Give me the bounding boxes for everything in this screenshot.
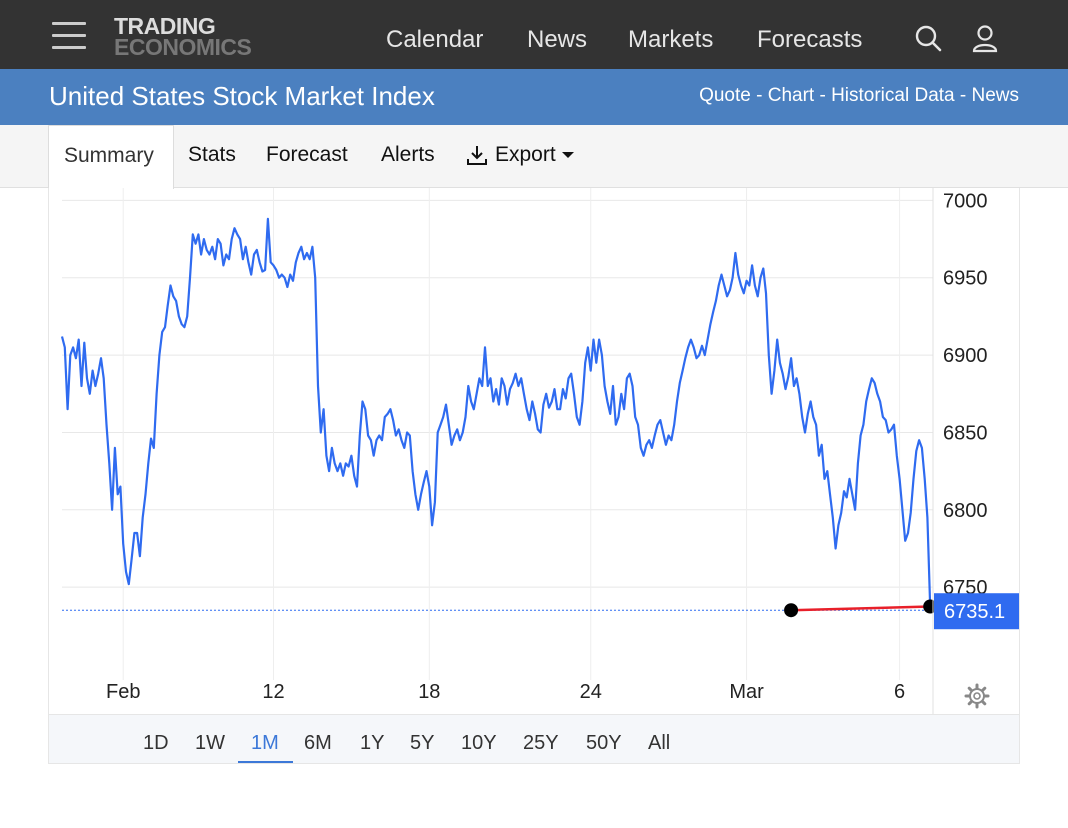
price-line: [60, 217, 932, 608]
range-selector: 1D 1W 1M 6M 1Y 5Y 10Y 25Y 50Y All: [49, 714, 1019, 763]
y-tick-label: 6950: [943, 268, 988, 290]
x-tick-label: 24: [580, 681, 602, 703]
x-tick-label: 6: [894, 681, 905, 703]
tab-summary-label: Summary: [64, 144, 154, 167]
y-tick-label: 6850: [943, 422, 988, 444]
nav-calendar[interactable]: Calendar: [386, 26, 484, 53]
range-1d[interactable]: 1D: [143, 732, 169, 754]
last-price-label: 6735.1: [944, 601, 1005, 623]
highlight-segment: [791, 605, 931, 612]
range-1w[interactable]: 1W: [195, 732, 225, 754]
range-6m[interactable]: 6M: [304, 732, 332, 754]
logo-line1: TRADING: [114, 13, 216, 39]
range-1m[interactable]: 1M: [251, 732, 279, 754]
caret-down-icon: [561, 152, 574, 158]
search-icon[interactable]: [914, 24, 944, 54]
highlight-end-dot[interactable]: [923, 599, 938, 614]
range-1y[interactable]: 1Y: [360, 732, 385, 754]
user-icon[interactable]: [970, 24, 1000, 54]
tab-summary[interactable]: Summary: [48, 125, 174, 189]
x-tick-label: Feb: [106, 681, 140, 703]
page-title: United States Stock Market Index: [49, 81, 435, 111]
nav-news[interactable]: News: [527, 26, 588, 53]
range-active-underline: [238, 761, 293, 763]
tab-stats[interactable]: Stats: [188, 143, 236, 166]
top-header: TRADING ECONOMICS Calendar News Markets …: [0, 0, 1068, 69]
y-tick-label: 7000: [943, 190, 988, 212]
download-icon: [467, 146, 487, 165]
last-price-label-bg: [934, 593, 1019, 630]
nav-markets[interactable]: Markets: [628, 26, 714, 53]
quick-links[interactable]: Quote - Chart - Historical Data - News: [699, 85, 1019, 106]
y-tick-label: 6900: [943, 345, 988, 367]
range-10y[interactable]: 10Y: [461, 732, 497, 754]
export-label: Export: [495, 143, 556, 166]
logo-line2: ECONOMICS: [114, 34, 252, 60]
tab-bar: Summary Stats Forecast Alerts Export: [0, 125, 1068, 189]
logo[interactable]: TRADING ECONOMICS: [114, 13, 252, 60]
x-tick-label: 18: [418, 681, 440, 703]
range-5y[interactable]: 5Y: [410, 732, 435, 754]
highlight-start-dot[interactable]: [784, 603, 799, 618]
export-button[interactable]: Export: [465, 143, 575, 167]
range-25y[interactable]: 25Y: [523, 732, 559, 754]
menu-icon[interactable]: [52, 22, 86, 52]
chart-container: 6750 6800 6850 6900 6950 7000 Feb 12 18 24 Mar 6 6…: [48, 188, 1020, 764]
nav-forecasts[interactable]: Forecasts: [757, 26, 863, 53]
range-all[interactable]: All: [648, 732, 671, 754]
x-tick-label: Mar: [729, 681, 764, 703]
x-tick-label: 12: [262, 681, 284, 703]
tab-forecast[interactable]: Forecast: [266, 143, 348, 166]
tab-alerts[interactable]: Alerts: [381, 143, 435, 166]
range-50y[interactable]: 50Y: [586, 732, 622, 754]
settings-gear-icon[interactable]: [964, 683, 990, 709]
title-bar: United States Stock Market Index Quote -…: [0, 69, 1068, 125]
y-tick-label: 6800: [943, 500, 988, 522]
